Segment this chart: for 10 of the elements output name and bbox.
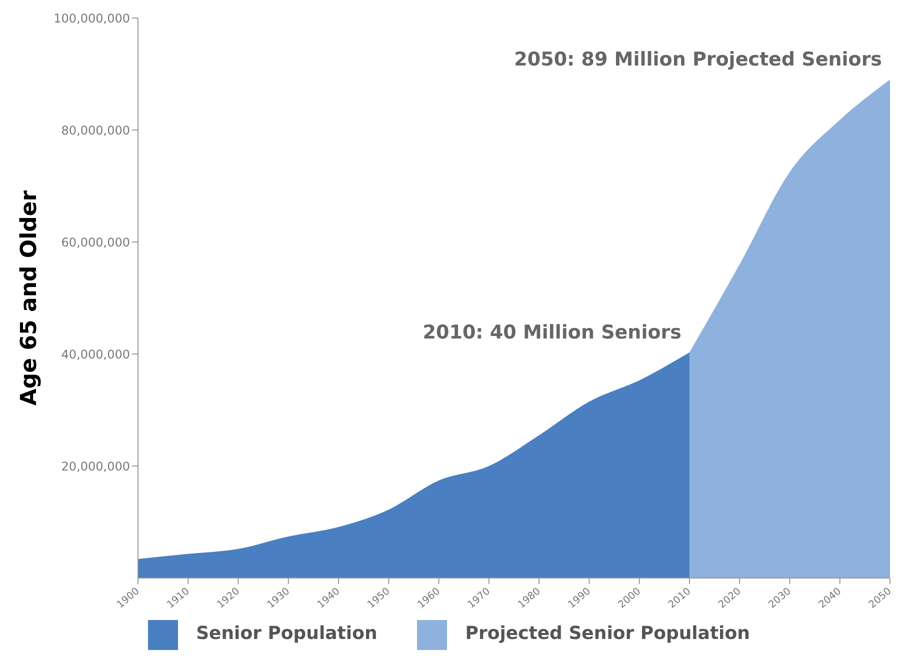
legend-label: Projected Senior Population <box>465 623 750 644</box>
y-tick-label: 20,000,000 <box>61 459 130 474</box>
y-tick-label: 80,000,000 <box>61 123 130 138</box>
y-tick-label: 100,000,000 <box>54 11 130 26</box>
y-axis-title: Age 65 and Older <box>16 190 42 406</box>
annotation: 2010: 40 Million Seniors <box>422 321 682 344</box>
y-tick-label: 60,000,000 <box>61 235 130 250</box>
legend-label: Senior Population <box>196 623 378 644</box>
annotation: 2050: 89 Million Projected Seniors <box>514 48 882 71</box>
y-tick-label: 40,000,000 <box>61 347 130 362</box>
